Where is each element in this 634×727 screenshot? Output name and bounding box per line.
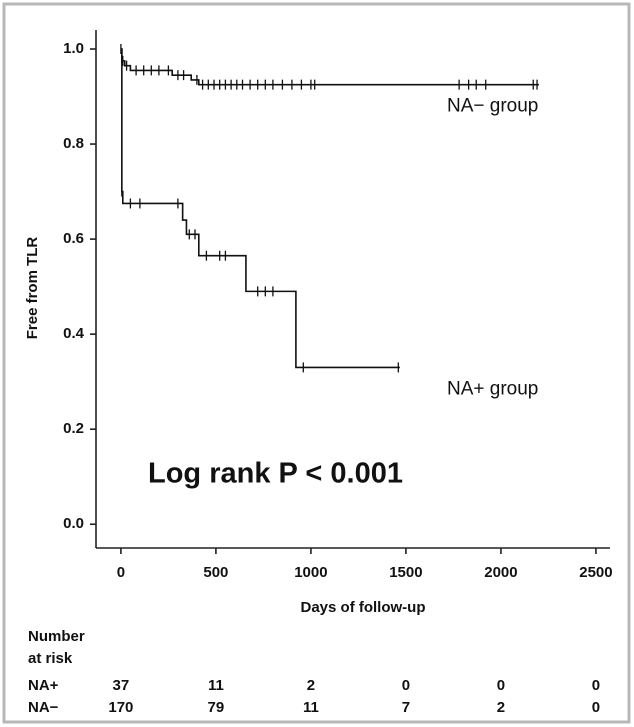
risk-count: 0 [497,677,505,694]
x-tick-label: 2000 [484,564,517,581]
risk-count: 170 [108,699,133,716]
risk-count: 11 [208,677,224,694]
risk-table-title: at risk [28,650,73,667]
risk-count: 2 [497,699,505,716]
x-axis-label: Days of follow-up [301,599,426,616]
y-tick-label: 0.8 [63,135,84,152]
y-axis-label: Free from TLR [24,237,41,340]
risk-row-label: NA− [28,699,59,716]
risk-count: 37 [113,677,130,694]
risk-count: 0 [402,677,410,694]
risk-count: 7 [402,699,410,716]
risk-count: 0 [592,677,600,694]
y-tick-label: 0.4 [63,325,85,342]
y-tick-label: 0.6 [63,230,84,247]
risk-count: 79 [208,699,225,716]
y-tick-label: 0.0 [63,515,84,532]
x-tick-label: 1000 [294,564,327,581]
series-label: NA− group [447,96,538,117]
annotation: Log rank P < 0.001 [148,458,403,490]
x-tick-label: 2500 [579,564,612,581]
x-tick-label: 0 [117,564,125,581]
risk-count: 11 [303,699,319,716]
y-tick-label: 0.2 [63,420,84,437]
risk-count: 0 [592,699,600,716]
risk-table-title: Number [28,628,85,645]
y-tick-label: 1.0 [63,40,84,57]
risk-count: 2 [307,677,315,694]
survival-curve [120,48,400,369]
risk-row-label: NA+ [28,677,59,694]
x-tick-label: 1500 [389,564,422,581]
series-label: NA+ group [447,378,538,399]
x-tick-label: 500 [203,564,228,581]
